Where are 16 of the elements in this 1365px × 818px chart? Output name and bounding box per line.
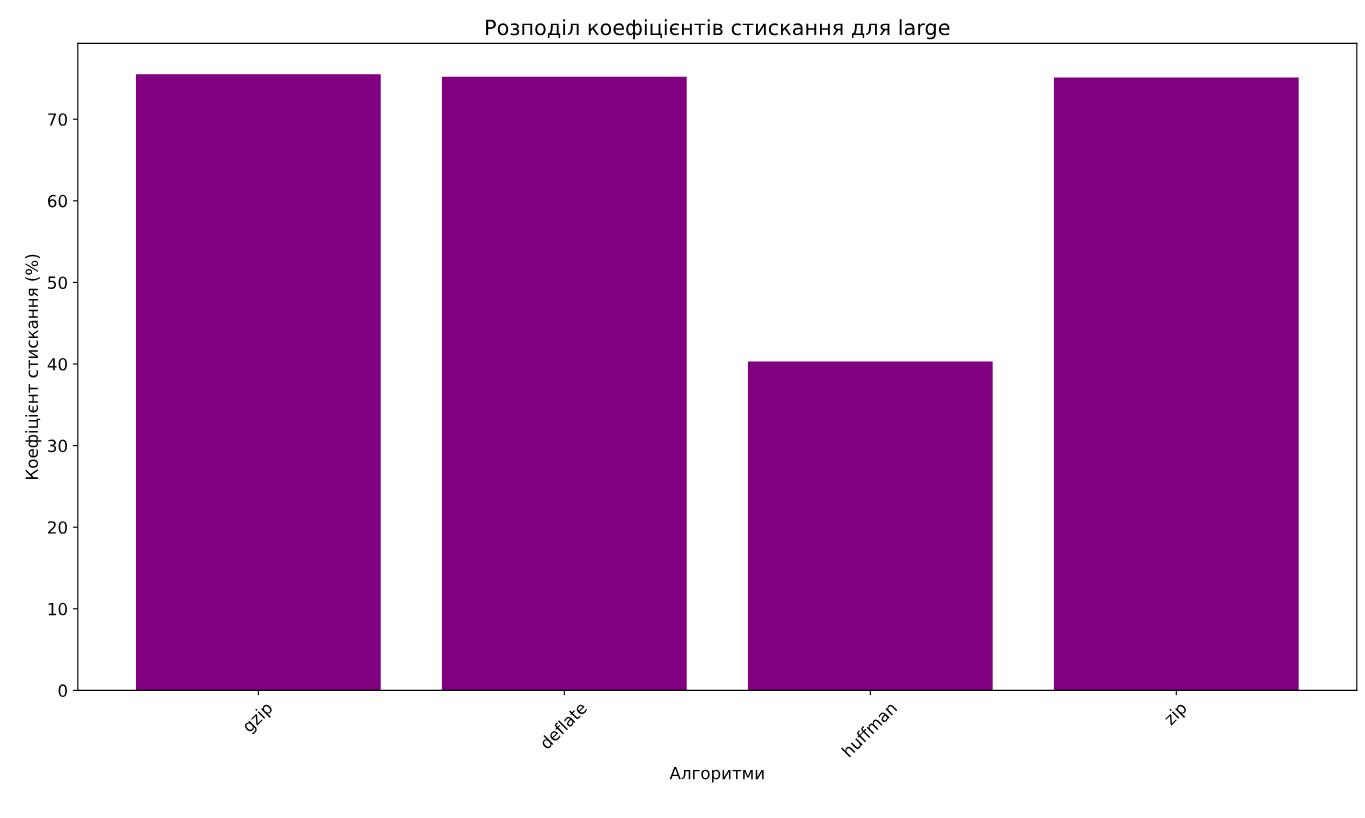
bar bbox=[1053, 77, 1299, 691]
y-axis-title: Коефіцієнт стискання (%) bbox=[25, 254, 42, 479]
y-tick-label: 60 bbox=[48, 194, 67, 208]
y-tick-label: 0 bbox=[58, 684, 67, 697]
y-tick-label: 50 bbox=[48, 276, 67, 289]
bar bbox=[135, 74, 381, 691]
y-tick-label: 70 bbox=[48, 113, 67, 126]
y-tick-label: 30 bbox=[48, 439, 67, 453]
x-axis-title: Алгоритми bbox=[669, 766, 764, 783]
y-tick-label: 10 bbox=[48, 602, 67, 616]
bar bbox=[441, 76, 687, 691]
y-tick-label: 20 bbox=[48, 521, 67, 534]
chart-title: Розподіл коефіцієнтів стискання для large bbox=[486, 19, 950, 40]
x-tick-label: zip bbox=[1162, 700, 1190, 728]
bar bbox=[747, 361, 993, 691]
y-tick-label: 40 bbox=[47, 357, 67, 371]
